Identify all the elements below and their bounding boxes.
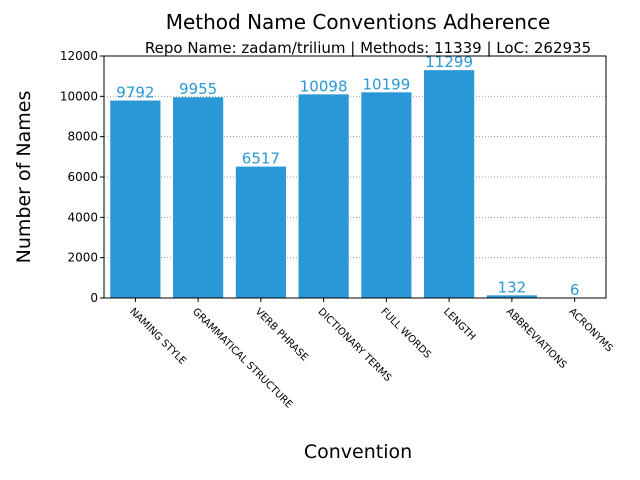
x-tick-label: DICTIONARY TERMS: [316, 306, 394, 384]
bar-value-label: 132: [498, 278, 527, 296]
x-tick-label: ABBREVIATIONS: [504, 306, 569, 371]
y-tick-label: 10000: [60, 89, 98, 103]
bar-value-label: 10199: [363, 75, 411, 93]
x-tick-label: NAMING STYLE: [127, 306, 188, 367]
bar-value-label: 10098: [300, 77, 348, 95]
x-tick-label: GRAMMATICAL STRUCTURE: [190, 306, 294, 410]
bar: [361, 92, 412, 299]
y-tick-label: 8000: [67, 130, 98, 144]
bar-value-label: 6517: [242, 150, 280, 168]
bar-value-label: 6: [570, 281, 580, 299]
y-tick-label: 2000: [67, 251, 98, 265]
y-axis-ticks: 0 2000 4000 6000 8000 10000 12000: [60, 49, 104, 305]
x-tick-label: ACRONYMS: [567, 306, 615, 354]
bar-value-label: 11299: [425, 53, 473, 71]
y-tick-label: 6000: [67, 170, 98, 184]
value-labels-group: 9792 9955 6517 10098 10199 11299 132 6: [116, 53, 579, 299]
y-tick-label: 12000: [60, 49, 98, 63]
bar: [486, 295, 537, 298]
x-tick-label: VERB PHRASE: [253, 306, 310, 363]
bar-value-label: 9955: [179, 80, 217, 98]
y-tick-label: 4000: [67, 210, 98, 224]
x-axis-label: Convention: [304, 441, 412, 463]
bar: [235, 166, 286, 298]
bar: [424, 70, 475, 298]
bar: [110, 100, 161, 298]
bar: [173, 97, 224, 298]
y-axis-label: Number of Names: [13, 91, 35, 264]
bar: [298, 94, 349, 299]
x-tick-label: LENGTH: [441, 306, 477, 342]
bar-value-label: 9792: [116, 84, 154, 102]
x-tick-label: FULL WORDS: [378, 306, 433, 361]
bars-group: [110, 70, 600, 299]
chart-title: Method Name Conventions Adherence: [166, 10, 551, 34]
chart-subtitle: Repo Name: zadam/trilium | Methods: 1133…: [145, 39, 591, 57]
y-tick-label: 0: [90, 291, 98, 305]
